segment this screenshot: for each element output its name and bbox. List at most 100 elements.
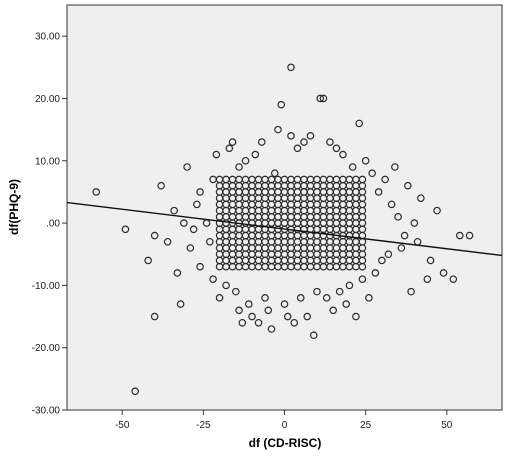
data-point bbox=[417, 194, 425, 202]
data-point bbox=[345, 281, 354, 290]
data-point bbox=[257, 138, 266, 146]
y-tick-label: 20.00 bbox=[35, 94, 60, 105]
data-point bbox=[303, 312, 312, 321]
data-point bbox=[92, 188, 101, 196]
data-points bbox=[92, 63, 474, 396]
data-point bbox=[391, 163, 399, 171]
y-tick-label: 30.00 bbox=[35, 32, 60, 43]
data-point bbox=[215, 294, 224, 302]
data-point bbox=[322, 294, 331, 302]
data-point bbox=[309, 331, 318, 340]
data-point bbox=[374, 188, 383, 196]
data-point bbox=[251, 150, 260, 159]
data-point bbox=[228, 138, 237, 146]
data-point bbox=[244, 300, 253, 308]
y-axis: 30.00 20.00 10.00 .00 -10.00 -20.00 -30.00 bbox=[32, 32, 67, 417]
data-point bbox=[332, 144, 341, 153]
data-point bbox=[410, 219, 419, 227]
data-point bbox=[196, 262, 204, 271]
data-point bbox=[163, 237, 172, 246]
data-point bbox=[186, 244, 195, 252]
data-point bbox=[176, 300, 185, 308]
data-point bbox=[368, 169, 376, 178]
data-point bbox=[348, 163, 357, 171]
y-tick-label: -30.00 bbox=[32, 406, 61, 417]
x-axis-title: df (CD-RISC) bbox=[249, 436, 322, 450]
data-point bbox=[206, 237, 214, 246]
data-point bbox=[358, 175, 367, 184]
data-point bbox=[400, 231, 409, 240]
data-point bbox=[248, 312, 256, 321]
data-point bbox=[238, 318, 247, 327]
data-point bbox=[270, 169, 279, 178]
data-point bbox=[407, 287, 415, 296]
data-point bbox=[131, 387, 139, 396]
data-point bbox=[287, 63, 295, 72]
data-point bbox=[157, 181, 165, 190]
data-point bbox=[423, 275, 432, 283]
x-tick-label: -25 bbox=[196, 420, 211, 431]
data-point bbox=[209, 175, 217, 184]
data-point bbox=[225, 144, 234, 153]
y-tick-label: -10.00 bbox=[32, 281, 61, 292]
data-point bbox=[287, 132, 295, 140]
y-tick-label: -20.00 bbox=[32, 343, 61, 354]
data-point bbox=[455, 231, 464, 240]
data-point bbox=[261, 294, 269, 302]
data-point bbox=[189, 225, 198, 234]
data-point bbox=[264, 306, 273, 315]
regression-line bbox=[66, 201, 503, 257]
data-point bbox=[232, 287, 240, 296]
data-point bbox=[339, 150, 347, 159]
data-point bbox=[365, 294, 373, 302]
data-point bbox=[361, 156, 370, 165]
x-axis: -50 -25 0 25 50 bbox=[115, 410, 453, 431]
data-point bbox=[296, 294, 305, 302]
x-tick-label: 50 bbox=[441, 420, 453, 431]
y-axis-title: df(PHQ-9) bbox=[7, 179, 21, 235]
data-point bbox=[283, 312, 292, 321]
data-point bbox=[196, 188, 204, 196]
data-point bbox=[387, 200, 396, 209]
data-point bbox=[355, 119, 363, 128]
data-point bbox=[397, 244, 406, 252]
data-point bbox=[313, 287, 321, 296]
data-point bbox=[394, 213, 402, 221]
data-point bbox=[371, 269, 380, 277]
data-point bbox=[267, 325, 276, 333]
data-point bbox=[180, 219, 188, 227]
data-point bbox=[235, 163, 243, 171]
data-point bbox=[183, 163, 191, 171]
x-tick-label: 25 bbox=[360, 420, 372, 431]
y-tick-label: .00 bbox=[46, 219, 60, 230]
data-point bbox=[316, 94, 325, 103]
data-point bbox=[449, 275, 458, 283]
data-point bbox=[277, 100, 286, 109]
data-point bbox=[326, 138, 334, 146]
data-point bbox=[212, 150, 221, 159]
data-point bbox=[306, 132, 315, 140]
data-point bbox=[426, 256, 435, 265]
x-tick-label: -50 bbox=[115, 420, 130, 431]
data-point bbox=[329, 306, 337, 315]
data-point bbox=[384, 250, 393, 259]
data-point bbox=[150, 312, 159, 321]
data-point bbox=[439, 269, 448, 277]
data-point bbox=[378, 256, 386, 265]
data-point bbox=[404, 181, 412, 190]
data-point bbox=[193, 200, 201, 209]
data-point bbox=[335, 287, 344, 296]
data-point bbox=[144, 256, 152, 265]
data-point bbox=[319, 94, 328, 103]
data-point bbox=[352, 312, 360, 321]
data-point bbox=[209, 275, 217, 283]
data-point bbox=[358, 275, 367, 283]
data-point bbox=[465, 231, 474, 240]
data-point bbox=[300, 138, 308, 146]
data-point bbox=[342, 300, 350, 308]
data-point bbox=[121, 225, 130, 234]
y-tick-label: 10.00 bbox=[35, 156, 60, 167]
data-point bbox=[241, 156, 250, 165]
x-tick-label: 0 bbox=[282, 420, 288, 431]
